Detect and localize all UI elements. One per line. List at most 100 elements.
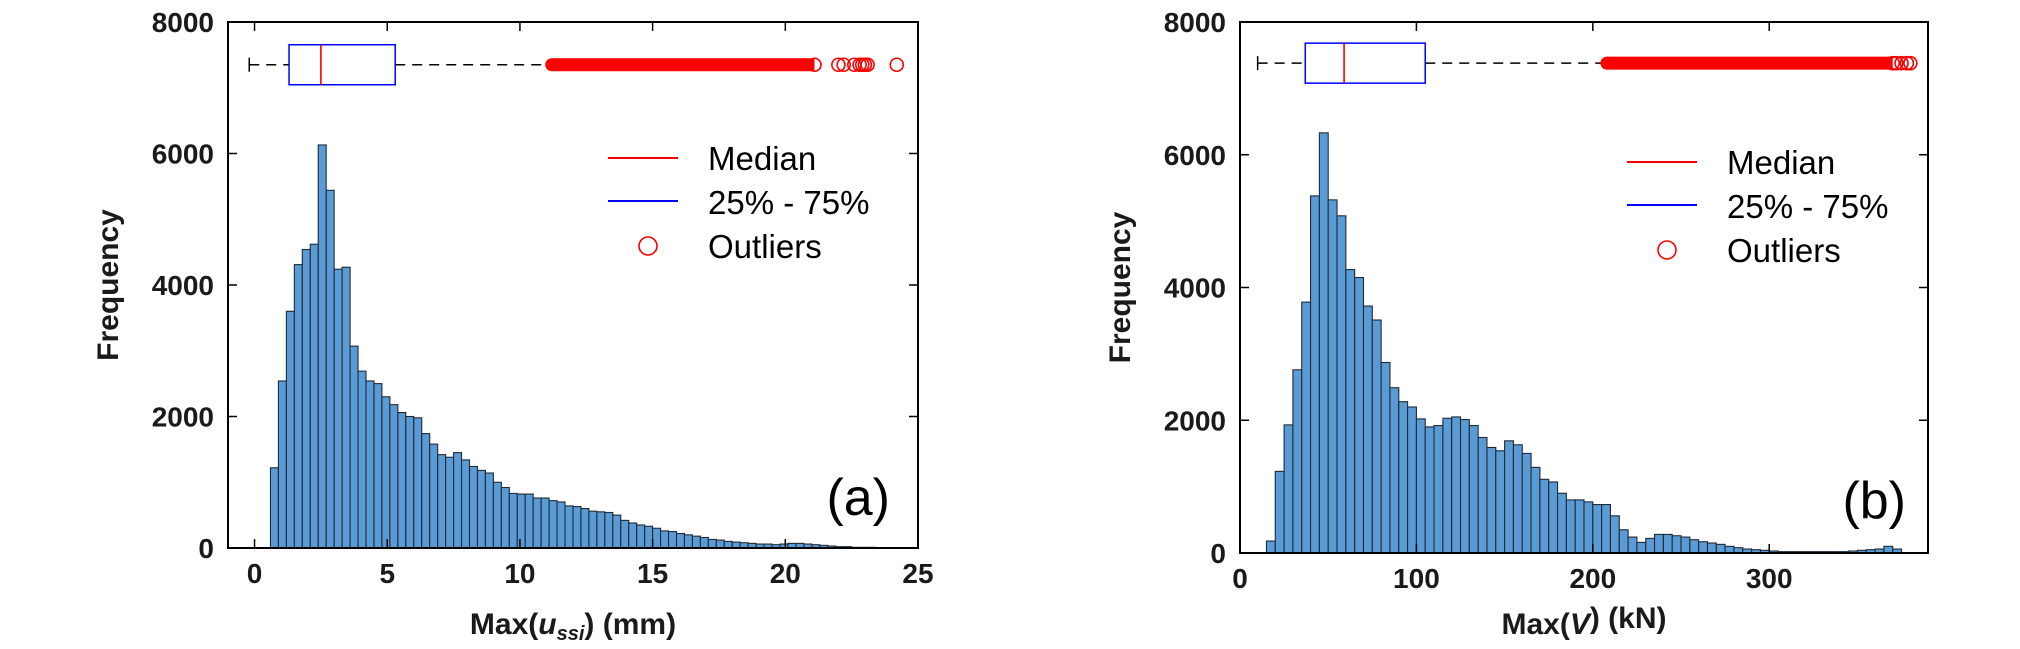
x-axis-label-b: Max(V) (kN) bbox=[1501, 602, 1666, 641]
iqr-box bbox=[1304, 42, 1426, 84]
histogram-bar bbox=[612, 514, 622, 549]
histogram-bar bbox=[1477, 436, 1488, 554]
x-axis-label-suffix: ) (mm) bbox=[584, 608, 676, 641]
histogram-bar bbox=[1292, 369, 1303, 554]
panel-a: 0 5 10 15 20 25 0 2000 4000 6000 8000 Median 25% -… bbox=[92, 7, 934, 645]
outlier-marker bbox=[836, 57, 851, 73]
histogram-bar bbox=[1565, 499, 1576, 554]
histogram-bar bbox=[540, 497, 550, 549]
x-axis-label-prefix: Max( bbox=[470, 608, 538, 641]
histogram-bar bbox=[492, 481, 502, 549]
histogram-bar bbox=[301, 248, 311, 549]
histogram-bar bbox=[1380, 361, 1391, 554]
x-tick-label: 25 bbox=[902, 558, 933, 589]
histogram-bar bbox=[373, 383, 383, 549]
histogram-bar bbox=[508, 492, 518, 549]
histogram-bar bbox=[293, 264, 303, 549]
histogram-bar bbox=[285, 310, 295, 549]
outlier-marker bbox=[1600, 56, 1614, 70]
axes-b: 0 100 200 300 0 2000 4000 6000 8000 bbox=[1164, 7, 1928, 594]
histogram-bar bbox=[1451, 416, 1462, 554]
histogram-bar bbox=[604, 511, 614, 549]
histogram-bar bbox=[1574, 499, 1585, 554]
histogram-bar bbox=[1654, 533, 1664, 554]
histogram-bar bbox=[1345, 269, 1356, 554]
histogram-bar bbox=[644, 525, 654, 549]
axes-a: 0 5 10 15 20 25 0 2000 4000 6000 8000 bbox=[152, 7, 934, 589]
x-axis-label-a: Max(ussi) (mm) bbox=[470, 608, 676, 645]
x-tick-label: 100 bbox=[1393, 563, 1440, 594]
histogram-bar bbox=[1459, 419, 1470, 554]
x-tick-label: 200 bbox=[1569, 563, 1616, 594]
panel-b: 0 100 200 300 0 2000 4000 6000 8000 Median 25% -… bbox=[1104, 7, 1929, 641]
histogram-bar bbox=[1310, 195, 1320, 554]
histogram-bar bbox=[580, 507, 590, 549]
y-tick-label: 2000 bbox=[152, 402, 214, 433]
histogram-bar bbox=[1362, 305, 1373, 554]
y-tick-label: 8000 bbox=[1164, 7, 1226, 38]
y-tick-label: 6000 bbox=[152, 139, 214, 170]
histogram-bar bbox=[1512, 444, 1523, 554]
histogram-bar bbox=[1442, 417, 1453, 554]
histogram-bar bbox=[1556, 492, 1567, 554]
histogram-bar bbox=[365, 380, 375, 549]
histogram-bar bbox=[1689, 539, 1700, 554]
histogram-bar bbox=[357, 370, 367, 549]
histogram-bar bbox=[1336, 215, 1347, 554]
histogram-bar bbox=[1627, 536, 1638, 554]
histogram-bar bbox=[1327, 199, 1338, 554]
histogram-bar bbox=[381, 396, 391, 549]
histogram-bar bbox=[1486, 446, 1497, 554]
histogram-bar bbox=[309, 243, 319, 549]
histogram-bar bbox=[445, 456, 455, 549]
histogram-bar bbox=[429, 443, 439, 549]
histogram-bar bbox=[588, 510, 598, 549]
histogram-bar bbox=[1601, 503, 1612, 554]
outlier-marker bbox=[1894, 55, 1909, 71]
y-tick-label: 0 bbox=[198, 533, 214, 564]
histogram-bar bbox=[476, 469, 486, 549]
histogram-bar bbox=[699, 536, 709, 549]
histogram-bar bbox=[1662, 533, 1673, 554]
histogram-bar bbox=[683, 534, 693, 549]
x-tick-label: 15 bbox=[637, 558, 668, 589]
outlier-band bbox=[1606, 56, 1893, 70]
legend-median-label: Median bbox=[708, 140, 816, 177]
histogram-bar bbox=[484, 472, 494, 549]
y-tick-label: 4000 bbox=[1164, 273, 1226, 304]
x-tick-label: 300 bbox=[1746, 563, 1793, 594]
histogram-bar bbox=[1354, 276, 1365, 554]
x-tick-label: 10 bbox=[504, 558, 535, 589]
legend-outlier-marker bbox=[638, 236, 658, 256]
histogram-bar bbox=[421, 433, 431, 549]
x-axis-label-variable: V bbox=[1570, 608, 1593, 641]
histogram-bar bbox=[1389, 387, 1400, 554]
histogram-bar bbox=[572, 506, 582, 549]
histogram-bar bbox=[1265, 540, 1276, 554]
outlier-marker bbox=[1903, 55, 1918, 71]
boxplot-b bbox=[1256, 42, 1918, 84]
histogram-bar bbox=[1583, 501, 1594, 554]
panel-label-b: (b) bbox=[1842, 472, 1906, 530]
legend-outliers-label: Outliers bbox=[708, 228, 822, 265]
histogram-bar bbox=[516, 493, 526, 549]
legend-median-label: Median bbox=[1727, 144, 1835, 181]
outlier-marker bbox=[1888, 55, 1904, 71]
legend-a: Median 25% - 75% Outliers bbox=[608, 140, 869, 265]
histogram-bar bbox=[349, 345, 359, 549]
histogram-bar bbox=[1407, 406, 1417, 554]
x-tick-label: 0 bbox=[1232, 563, 1248, 594]
legend-b: Median 25% - 75% Outliers bbox=[1627, 144, 1888, 269]
histogram-bar bbox=[636, 524, 646, 549]
histogram-bar bbox=[1318, 132, 1329, 554]
outlier-marker bbox=[1885, 55, 1901, 71]
x-tick-label: 20 bbox=[770, 558, 801, 589]
histogram-bar bbox=[1433, 425, 1444, 554]
histogram-bar bbox=[532, 497, 542, 549]
histogram-bar bbox=[1521, 452, 1532, 554]
histogram-bar bbox=[389, 404, 399, 549]
histogram-bar bbox=[1618, 529, 1629, 554]
histogram-bar bbox=[691, 535, 701, 549]
histogram-bar bbox=[1671, 535, 1682, 554]
